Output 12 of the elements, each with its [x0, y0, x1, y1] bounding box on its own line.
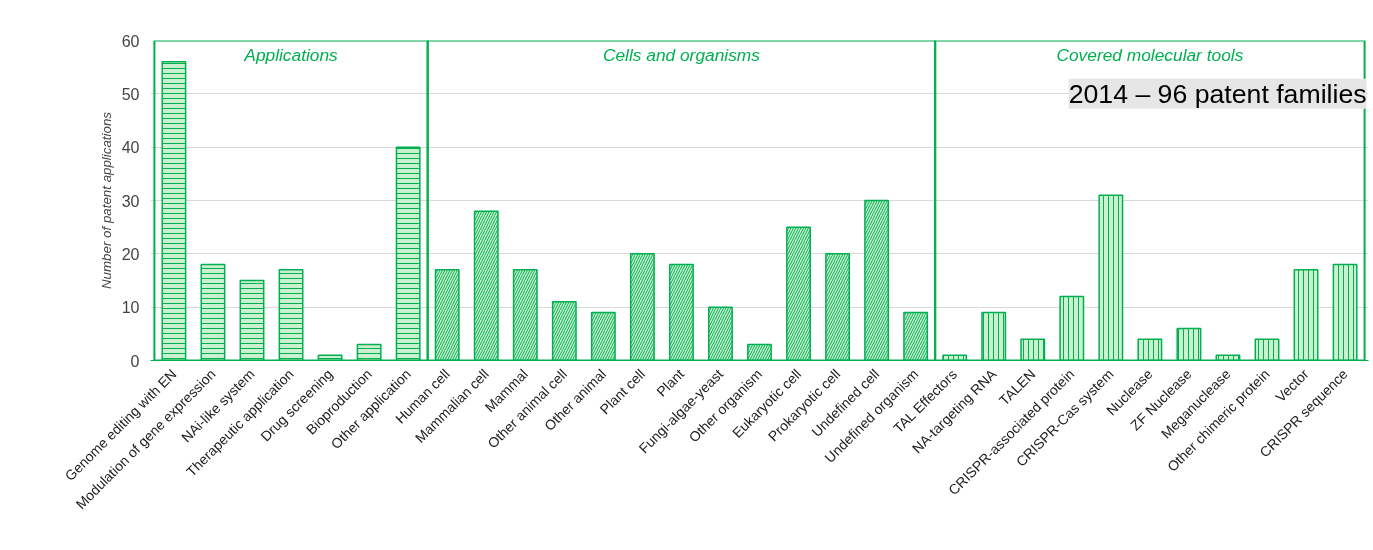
annotation: Applications [243, 44, 339, 65]
annotation: 2014 – 96 patent families [1068, 78, 1367, 109]
y-axis-title: Number of patent applications [98, 111, 114, 290]
y-tick-label: 0 [130, 352, 140, 370]
y-tick-label: 60 [121, 32, 140, 50]
y-tick-label: 40 [121, 139, 140, 157]
y-tick-label: 50 [121, 85, 140, 103]
annotation: Cells and organisms [602, 44, 761, 65]
y-tick-label: 20 [121, 245, 140, 263]
y-tick-label: 30 [121, 192, 140, 210]
y-tick-label: 10 [121, 299, 140, 317]
annotation: Covered molecular tools [1056, 44, 1244, 65]
